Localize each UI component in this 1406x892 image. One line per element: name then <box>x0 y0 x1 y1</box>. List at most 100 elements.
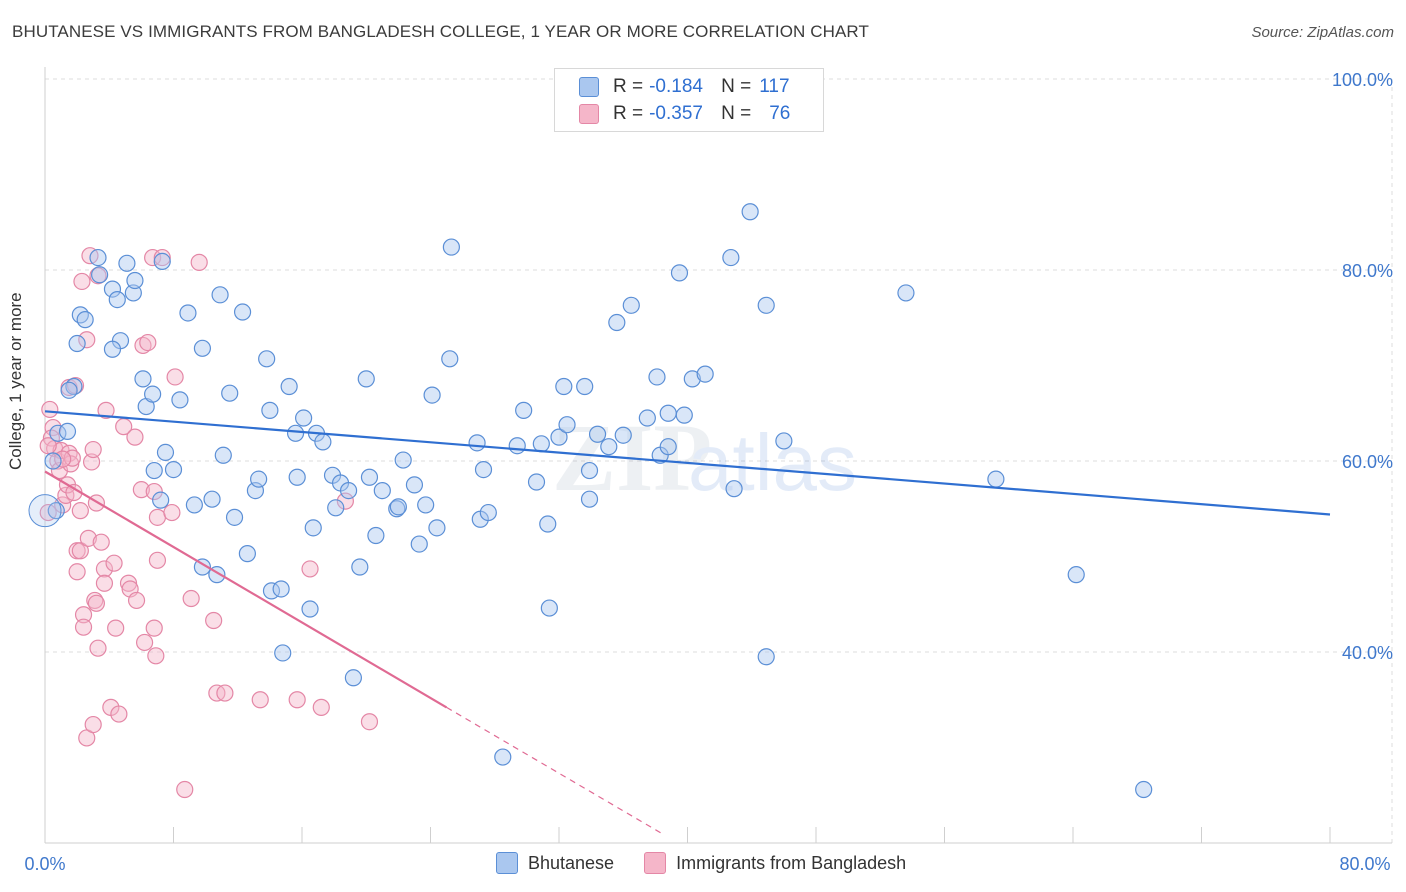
point-bhutanese <box>233 303 252 321</box>
point-bhutanese <box>722 248 740 267</box>
point-bhutanese <box>221 384 239 402</box>
point-bangladesh <box>71 502 89 520</box>
point-bhutanese <box>741 203 759 221</box>
n-value: 76 <box>769 103 791 124</box>
point-bhutanese <box>185 496 203 514</box>
point-bhutanese <box>540 599 558 617</box>
point-bhutanese <box>428 519 446 537</box>
point-bangladesh <box>73 272 91 291</box>
point-bhutanese <box>68 334 86 353</box>
point-bhutanese <box>118 254 136 272</box>
y-tick-label: 40.0% <box>1342 643 1393 663</box>
point-bhutanese <box>357 370 375 388</box>
point-bangladesh <box>41 400 59 419</box>
point-bhutanese <box>304 519 322 537</box>
point-bhutanese <box>261 401 279 419</box>
point-bhutanese <box>638 409 656 427</box>
point-bangladesh <box>107 619 125 637</box>
point-bangladesh <box>360 713 379 731</box>
point-bhutanese <box>757 296 775 314</box>
point-bhutanese <box>124 284 142 302</box>
point-bangladesh <box>87 594 106 612</box>
point-bhutanese <box>550 428 568 446</box>
point-bhutanese <box>60 381 78 399</box>
point-bhutanese <box>405 476 424 494</box>
point-bhutanese <box>250 470 268 488</box>
point-bhutanese <box>515 401 533 419</box>
point-bhutanese <box>103 340 122 358</box>
trend-lines <box>44 410 1331 834</box>
point-bangladesh <box>74 606 93 624</box>
point-bhutanese <box>203 490 221 508</box>
point-bangladesh <box>97 401 115 419</box>
point-bangladesh <box>127 591 146 610</box>
point-bhutanese <box>274 644 292 662</box>
point-bhutanese <box>76 311 94 329</box>
point-bhutanese <box>211 286 229 304</box>
point-bhutanese <box>508 437 526 455</box>
point-bhutanese <box>28 494 62 528</box>
point-bangladesh <box>74 618 93 636</box>
point-bangladesh <box>148 551 167 569</box>
point-bhutanese <box>897 284 915 302</box>
point-bhutanese <box>987 470 1005 488</box>
point-bhutanese <box>410 535 428 553</box>
point-bhutanese <box>527 473 546 491</box>
point-bhutanese <box>441 350 459 368</box>
point-bhutanese <box>675 406 693 424</box>
point-bangladesh <box>82 453 101 471</box>
tick-labels: 100.0% 80.0% 60.0% 40.0% 0.0% 80.0% <box>24 70 1393 874</box>
legend-swatch-blue <box>496 852 518 874</box>
legend-swatch-blue <box>579 77 599 97</box>
legend-swatch-pink <box>579 104 599 124</box>
point-bhutanese <box>108 291 126 309</box>
point-bhutanese <box>164 460 183 479</box>
correlation-legend: R = -0.184 N = 117 R = -0.357 N = 76 <box>554 68 824 132</box>
point-bhutanese <box>179 304 197 322</box>
point-bhutanese <box>134 370 152 388</box>
point-bhutanese <box>423 386 441 404</box>
point-bhutanese <box>608 313 626 332</box>
point-bhutanese <box>580 490 599 508</box>
legend-row-bangladesh: R = -0.357 N = 76 <box>579 102 790 126</box>
y-tick-label: 80.0% <box>1342 261 1393 281</box>
point-bhutanese <box>394 451 412 469</box>
point-bangladesh <box>105 554 123 572</box>
point-bhutanese <box>683 370 701 388</box>
watermark: ZIP atlas <box>552 404 857 511</box>
legend-swatch-pink <box>644 852 667 874</box>
r-value: -0.184 <box>649 76 703 97</box>
point-bhutanese <box>648 368 666 386</box>
point-bhutanese <box>286 424 305 442</box>
point-bangladesh <box>145 619 163 637</box>
point-bangladesh <box>163 503 181 522</box>
point-bhutanese <box>479 503 497 522</box>
point-bangladesh <box>78 331 96 349</box>
point-bhutanese <box>126 271 144 290</box>
point-bhutanese <box>622 296 640 314</box>
point-bhutanese <box>659 404 677 422</box>
point-bhutanese <box>725 480 743 498</box>
y-axis-label: College, 1 year or more <box>6 292 25 470</box>
series-bhutanese-points <box>28 203 1153 799</box>
point-bhutanese <box>258 350 276 368</box>
y-tick-label: 100.0% <box>1332 70 1393 90</box>
point-bhutanese <box>360 468 379 486</box>
point-bhutanese <box>171 391 189 409</box>
point-bangladesh <box>182 589 200 608</box>
point-bangladesh <box>216 684 234 702</box>
point-bhutanese <box>58 422 77 440</box>
point-bhutanese <box>659 438 677 456</box>
point-bhutanese <box>351 558 369 576</box>
point-bhutanese <box>696 365 714 383</box>
point-bhutanese <box>214 446 232 464</box>
r-label: R = <box>613 76 644 97</box>
series-legend: Bhutanese Immigrants from Bangladesh <box>496 852 936 874</box>
legend-label: Immigrants from Bangladesh <box>676 852 907 873</box>
point-bangladesh <box>176 780 194 799</box>
point-bangladesh <box>147 647 165 665</box>
point-bhutanese <box>588 425 607 443</box>
point-bhutanese <box>600 438 618 456</box>
point-bhutanese <box>144 385 162 403</box>
point-bhutanese <box>417 496 435 514</box>
